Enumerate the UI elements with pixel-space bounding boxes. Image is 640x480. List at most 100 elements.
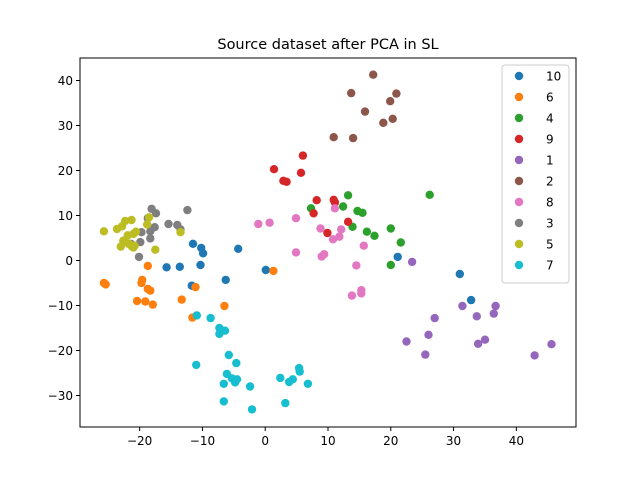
legend-label: 2 [546,175,554,189]
data-point-2 [392,89,401,98]
data-point-6 [101,280,110,289]
data-point-4 [386,260,395,270]
data-point-7 [192,360,201,370]
plot-area: −20 −10 0 10 20 30 40 −30 −20 −10 0 10 20 30 40 10 6 4 9 1 2… [48,57,577,448]
data-point-4 [338,202,348,211]
data-point-6 [269,266,278,276]
data-point-6 [141,297,150,306]
data-point-6 [148,300,157,309]
data-point-1 [489,309,498,318]
data-point-10 [261,265,270,275]
data-point-9 [323,228,332,238]
data-point-4 [362,227,372,236]
data-point-5 [124,239,133,248]
data-point-4 [343,191,353,200]
data-point-1 [430,313,439,323]
data-point-3 [150,223,159,232]
data-point-7 [245,382,255,391]
data-point-1 [472,312,481,321]
data-point-5 [116,242,126,251]
data-point-7 [192,311,201,320]
data-point-2 [379,118,388,128]
data-point-2 [388,114,397,124]
data-point-5 [176,228,185,237]
legend-marker-2 [514,176,524,186]
data-point-1 [424,330,433,339]
legend-marker-4 [514,113,524,123]
data-point-7 [219,379,228,388]
data-point-3 [146,234,155,243]
data-point-2 [347,88,356,98]
data-point-10 [393,252,402,262]
legend-marker-6 [514,92,524,102]
data-point-10 [455,269,464,279]
legend-label: 7 [546,259,554,273]
data-point-2 [360,107,370,116]
data-point-1 [491,301,500,311]
data-point-6 [177,295,186,304]
data-point-1 [421,350,430,359]
data-point-8 [254,219,263,229]
data-point-6 [146,286,155,295]
data-point-1 [547,340,556,349]
data-point-7 [288,375,297,384]
legend-label: 8 [546,196,554,210]
data-point-7 [276,373,285,383]
legend-marker-9 [514,134,524,144]
x-tick-label: 0 [261,434,269,448]
data-point-8 [291,248,301,257]
data-point-10 [198,249,208,258]
legend-label: 9 [546,133,554,147]
data-point-8 [359,241,368,250]
legend-marker-8 [514,197,524,207]
data-point-7 [232,358,241,368]
y-tick-label: 40 [58,74,73,88]
data-point-6 [143,261,152,271]
data-point-4 [358,208,367,217]
legend-label: 10 [546,70,561,84]
y-tick-label: −30 [48,389,73,403]
data-point-6 [132,296,142,306]
data-point-6 [220,301,229,311]
legend-label: 5 [546,238,554,252]
legend-label: 4 [546,112,554,126]
x-tick-label: −20 [127,434,152,448]
legend-marker-10 [514,71,524,81]
data-point-9 [298,151,308,160]
data-point-1 [407,257,417,267]
data-point-10 [466,295,476,305]
data-point-8 [330,204,340,213]
data-point-2 [329,133,338,142]
data-point-9 [296,168,306,177]
data-point-1 [458,301,467,311]
data-point-9 [309,209,318,218]
data-point-9 [343,217,353,226]
legend-label: 3 [546,217,554,231]
y-tick-label: 20 [58,164,73,178]
legend-label: 1 [546,154,554,168]
x-tick-label: 10 [320,434,335,448]
data-point-1 [530,351,539,360]
y-tick-label: 0 [65,254,73,268]
data-point-8 [347,291,357,300]
data-point-1 [480,335,490,344]
data-point-3 [183,205,192,215]
data-point-3 [134,252,144,262]
data-point-4 [370,231,379,240]
data-point-10 [234,244,243,253]
legend-marker-1 [514,155,524,165]
data-point-7 [219,397,228,406]
data-point-7 [224,350,233,360]
data-point-8 [335,232,344,241]
legend-marker-7 [514,260,524,270]
data-point-2 [348,133,358,143]
data-point-5 [151,245,160,254]
data-point-1 [473,339,483,348]
data-point-3 [151,209,161,218]
data-point-7 [247,405,257,414]
data-point-9 [282,177,291,186]
x-tick-label: 20 [383,434,398,448]
data-point-1 [402,337,411,346]
data-point-2 [369,70,378,79]
data-point-10 [196,260,205,270]
